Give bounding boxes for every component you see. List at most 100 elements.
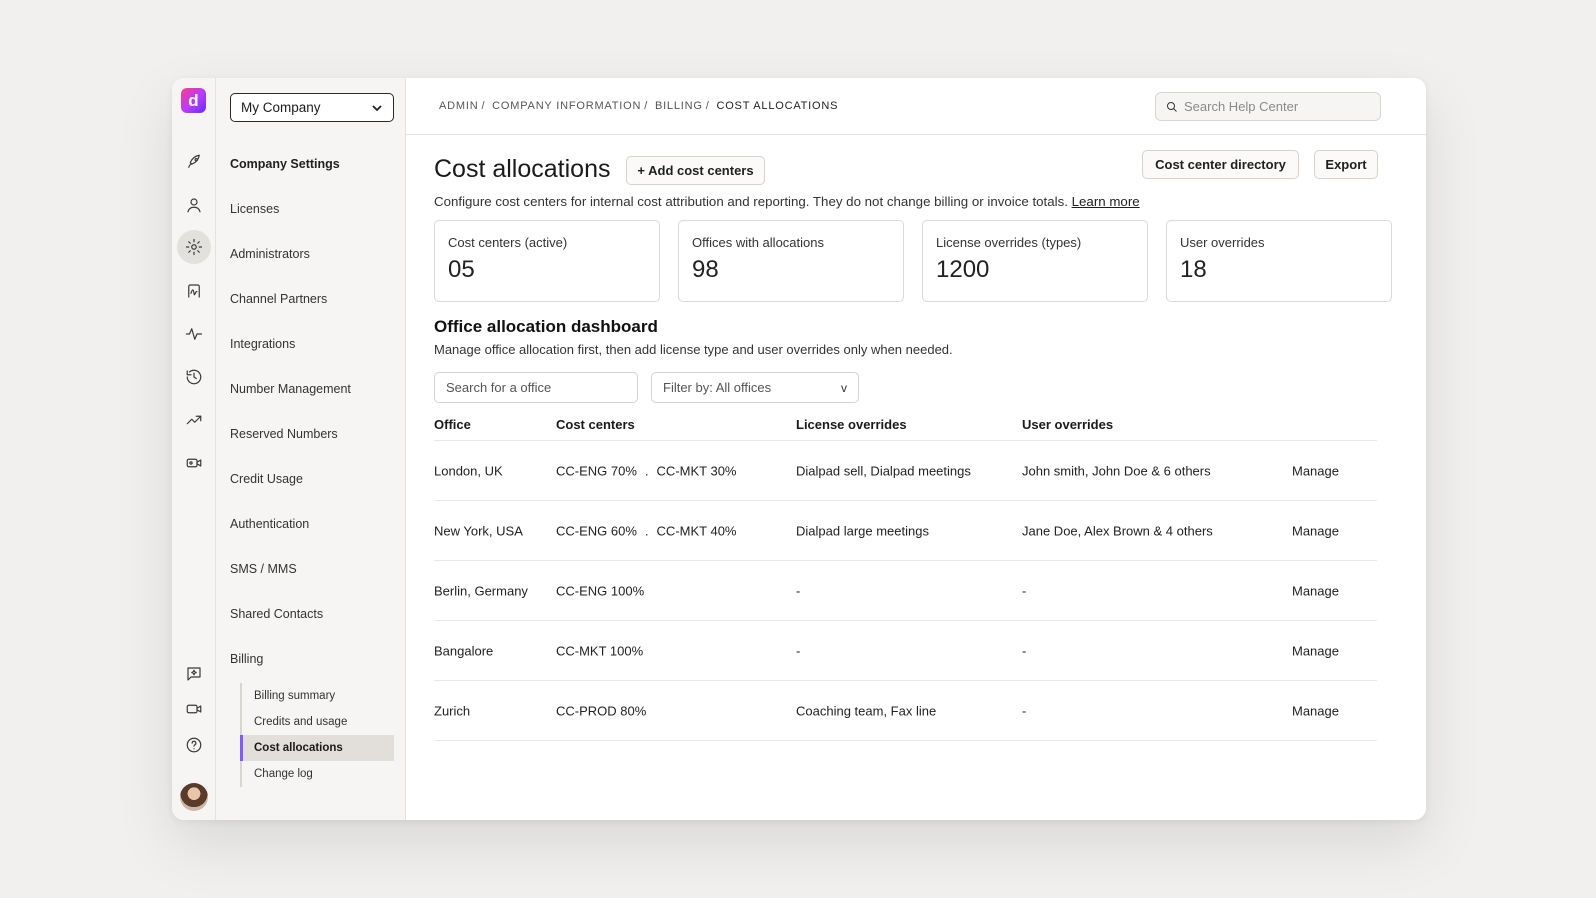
cost-center-separator: . (644, 523, 649, 538)
video-icon[interactable] (180, 695, 208, 723)
nav-item-reserved-numbers[interactable]: Reserved Numbers (230, 427, 338, 441)
cost-centers-cell: CC-MKT 100% (556, 643, 643, 658)
user-overrides-cell: - (1022, 703, 1027, 718)
icon-rail: d (172, 78, 216, 820)
table-row: Zurich CC-PROD 80% Coaching team, Fax li… (434, 681, 1377, 741)
user-overrides-cell: - (1022, 583, 1027, 598)
stat-card-cost-centers: Cost centers (active) 05 (434, 220, 660, 302)
stat-label: Offices with allocations (692, 235, 824, 250)
cost-center: CC-ENG 70% (556, 463, 637, 478)
table-row: London, UK CC-ENG 70%. CC-MKT 30% Dialpad… (434, 441, 1377, 501)
breadcrumb-item[interactable]: Admin (439, 100, 479, 112)
pulse-icon[interactable] (180, 320, 208, 348)
cost-center: CC-MKT 100% (556, 643, 644, 658)
manage-link[interactable]: Manage (1292, 523, 1339, 538)
search-icon (1167, 101, 1177, 112)
nav-item-licenses[interactable]: Licenses (230, 202, 280, 216)
history-icon[interactable] (180, 363, 208, 391)
rocket-icon[interactable] (180, 148, 208, 176)
license-overrides-cell: Coaching team, Fax line (796, 703, 937, 718)
nav-item-administrators[interactable]: Administrators (230, 247, 310, 261)
office-filter-select[interactable]: Filter by: All offices v (651, 372, 859, 403)
page-description: Configure cost centers for internal cost… (434, 194, 1140, 209)
breadcrumb-item[interactable]: Billing (654, 100, 703, 112)
license-overrides-cell: Dialpad large meetings (796, 523, 929, 538)
license-overrides-cell: Dialpad sell, Dialpad meetings (796, 463, 971, 478)
manage-link[interactable]: Manage (1292, 703, 1339, 718)
nav-item-billing[interactable]: Billing (230, 652, 264, 666)
cost-center-directory-button[interactable]: Cost center directory (1142, 150, 1299, 179)
export-button[interactable]: Export (1314, 150, 1378, 179)
help-search-placeholder: Search Help Center (1184, 99, 1299, 114)
office-cell: Zurich (434, 703, 471, 718)
manage-link[interactable]: Manage (1292, 463, 1339, 478)
office-cell: Berlin, Germany (434, 583, 528, 598)
user-overrides-cell: John smith, John Doe & 6 others (1022, 463, 1211, 478)
manage-link[interactable]: Manage (1292, 643, 1339, 658)
manage-link[interactable]: Manage (1292, 583, 1339, 598)
subnav-item-cost-allocations[interactable]: Cost allocations (240, 735, 394, 761)
office-filter-label: Filter by: All offices (663, 380, 772, 395)
cost-center: CC-MKT 40% (656, 523, 737, 538)
stat-card-user-overrides: User overrides 18 (1166, 220, 1392, 302)
gear-icon[interactable] (177, 230, 211, 264)
nav-item-credit-usage[interactable]: Credit Usage (230, 472, 303, 486)
nav-heading-company-settings[interactable]: Company Settings (230, 157, 340, 171)
office-cell: New York, USA (434, 523, 523, 538)
cost-centers-cell: CC-PROD 80% (556, 703, 646, 718)
chevron-down-icon: v (841, 380, 847, 395)
section-title: Office allocation dashboard (434, 317, 658, 336)
main-content: Cost allocations + Add cost centers Cost… (406, 135, 1426, 820)
stat-value: 98 (692, 256, 719, 283)
stat-label: Cost centers (active) (448, 235, 568, 250)
stat-card-license-overrides: License overrides (types) 1200 (922, 220, 1148, 302)
billing-subnav: Billing summary Credits and usage Cost a… (240, 683, 394, 787)
trend-icon[interactable] (180, 406, 208, 434)
stat-card-offices: Offices with allocations 98 (678, 220, 904, 302)
breadcrumb: Admin / Company Information / Billing / Cos… (439, 100, 839, 112)
nav-item-sms-mms[interactable]: SMS / MMS (230, 562, 297, 576)
nav-item-channel-partners[interactable]: Channel Partners (230, 292, 328, 306)
nav-item-number-management[interactable]: Number Management (230, 382, 351, 396)
nav-item-integrations[interactable]: Integrations (230, 337, 296, 351)
table-row: Berlin, Germany CC-ENG 100% - - Manage (434, 561, 1377, 621)
company-select[interactable]: My Company (230, 93, 394, 122)
office-search-placeholder: Search for a office (446, 380, 552, 395)
avatar[interactable] (180, 783, 208, 811)
column-header-license-overrides: License overrides (796, 417, 907, 432)
help-icon[interactable] (180, 731, 208, 759)
subnav-item-change-log[interactable]: Change log (254, 768, 313, 780)
office-search-input[interactable]: Search for a office (434, 372, 638, 403)
page-description-text: Configure cost centers for internal cost… (434, 194, 1068, 209)
subnav-item-credits-and-usage[interactable]: Credits and usage (254, 716, 348, 728)
office-allocation-table: Office Cost centers License overrides Us… (434, 411, 1377, 741)
signature-icon[interactable] (180, 277, 208, 305)
dialpad-logo[interactable]: d (181, 88, 206, 113)
cost-center-separator: . (644, 463, 649, 478)
stat-label: License overrides (types) (936, 235, 1082, 250)
table-header: Office Cost centers License overrides Us… (434, 411, 1377, 441)
sparkle-chat-icon[interactable] (180, 660, 208, 688)
stat-value: 18 (1180, 256, 1207, 283)
breadcrumb-item[interactable]: Company Information (492, 100, 642, 112)
settings-nav: My Company Company Settings Licenses Adm… (216, 78, 406, 820)
video-record-icon[interactable] (180, 449, 208, 477)
add-cost-centers-button[interactable]: + Add cost centers (626, 156, 765, 185)
topbar: Admin / Company Information / Billing / Cos… (406, 78, 1426, 135)
help-search-input[interactable]: Search Help Center (1155, 92, 1381, 121)
cost-center: CC-MKT 30% (656, 463, 737, 478)
user-overrides-cell: Jane Doe, Alex Brown & 4 others (1022, 523, 1213, 538)
subnav-item-billing-summary[interactable]: Billing summary (254, 690, 336, 702)
cost-center: CC-ENG 60% (556, 523, 637, 538)
cost-center: CC-ENG 100% (556, 583, 645, 598)
nav-item-shared-contacts[interactable]: Shared Contacts (230, 607, 324, 621)
page-title: Cost allocations (434, 155, 611, 183)
office-cell: Bangalore (434, 643, 494, 658)
column-header-user-overrides: User overrides (1022, 417, 1114, 432)
license-overrides-cell: - (796, 583, 801, 598)
nav-item-authentication[interactable]: Authentication (230, 517, 310, 531)
column-header-cost-centers: Cost centers (556, 417, 635, 432)
learn-more-link[interactable]: Learn more (1071, 194, 1140, 209)
cost-centers-cell: CC-ENG 70%. CC-MKT 30% (556, 463, 737, 478)
user-icon[interactable] (180, 191, 208, 219)
